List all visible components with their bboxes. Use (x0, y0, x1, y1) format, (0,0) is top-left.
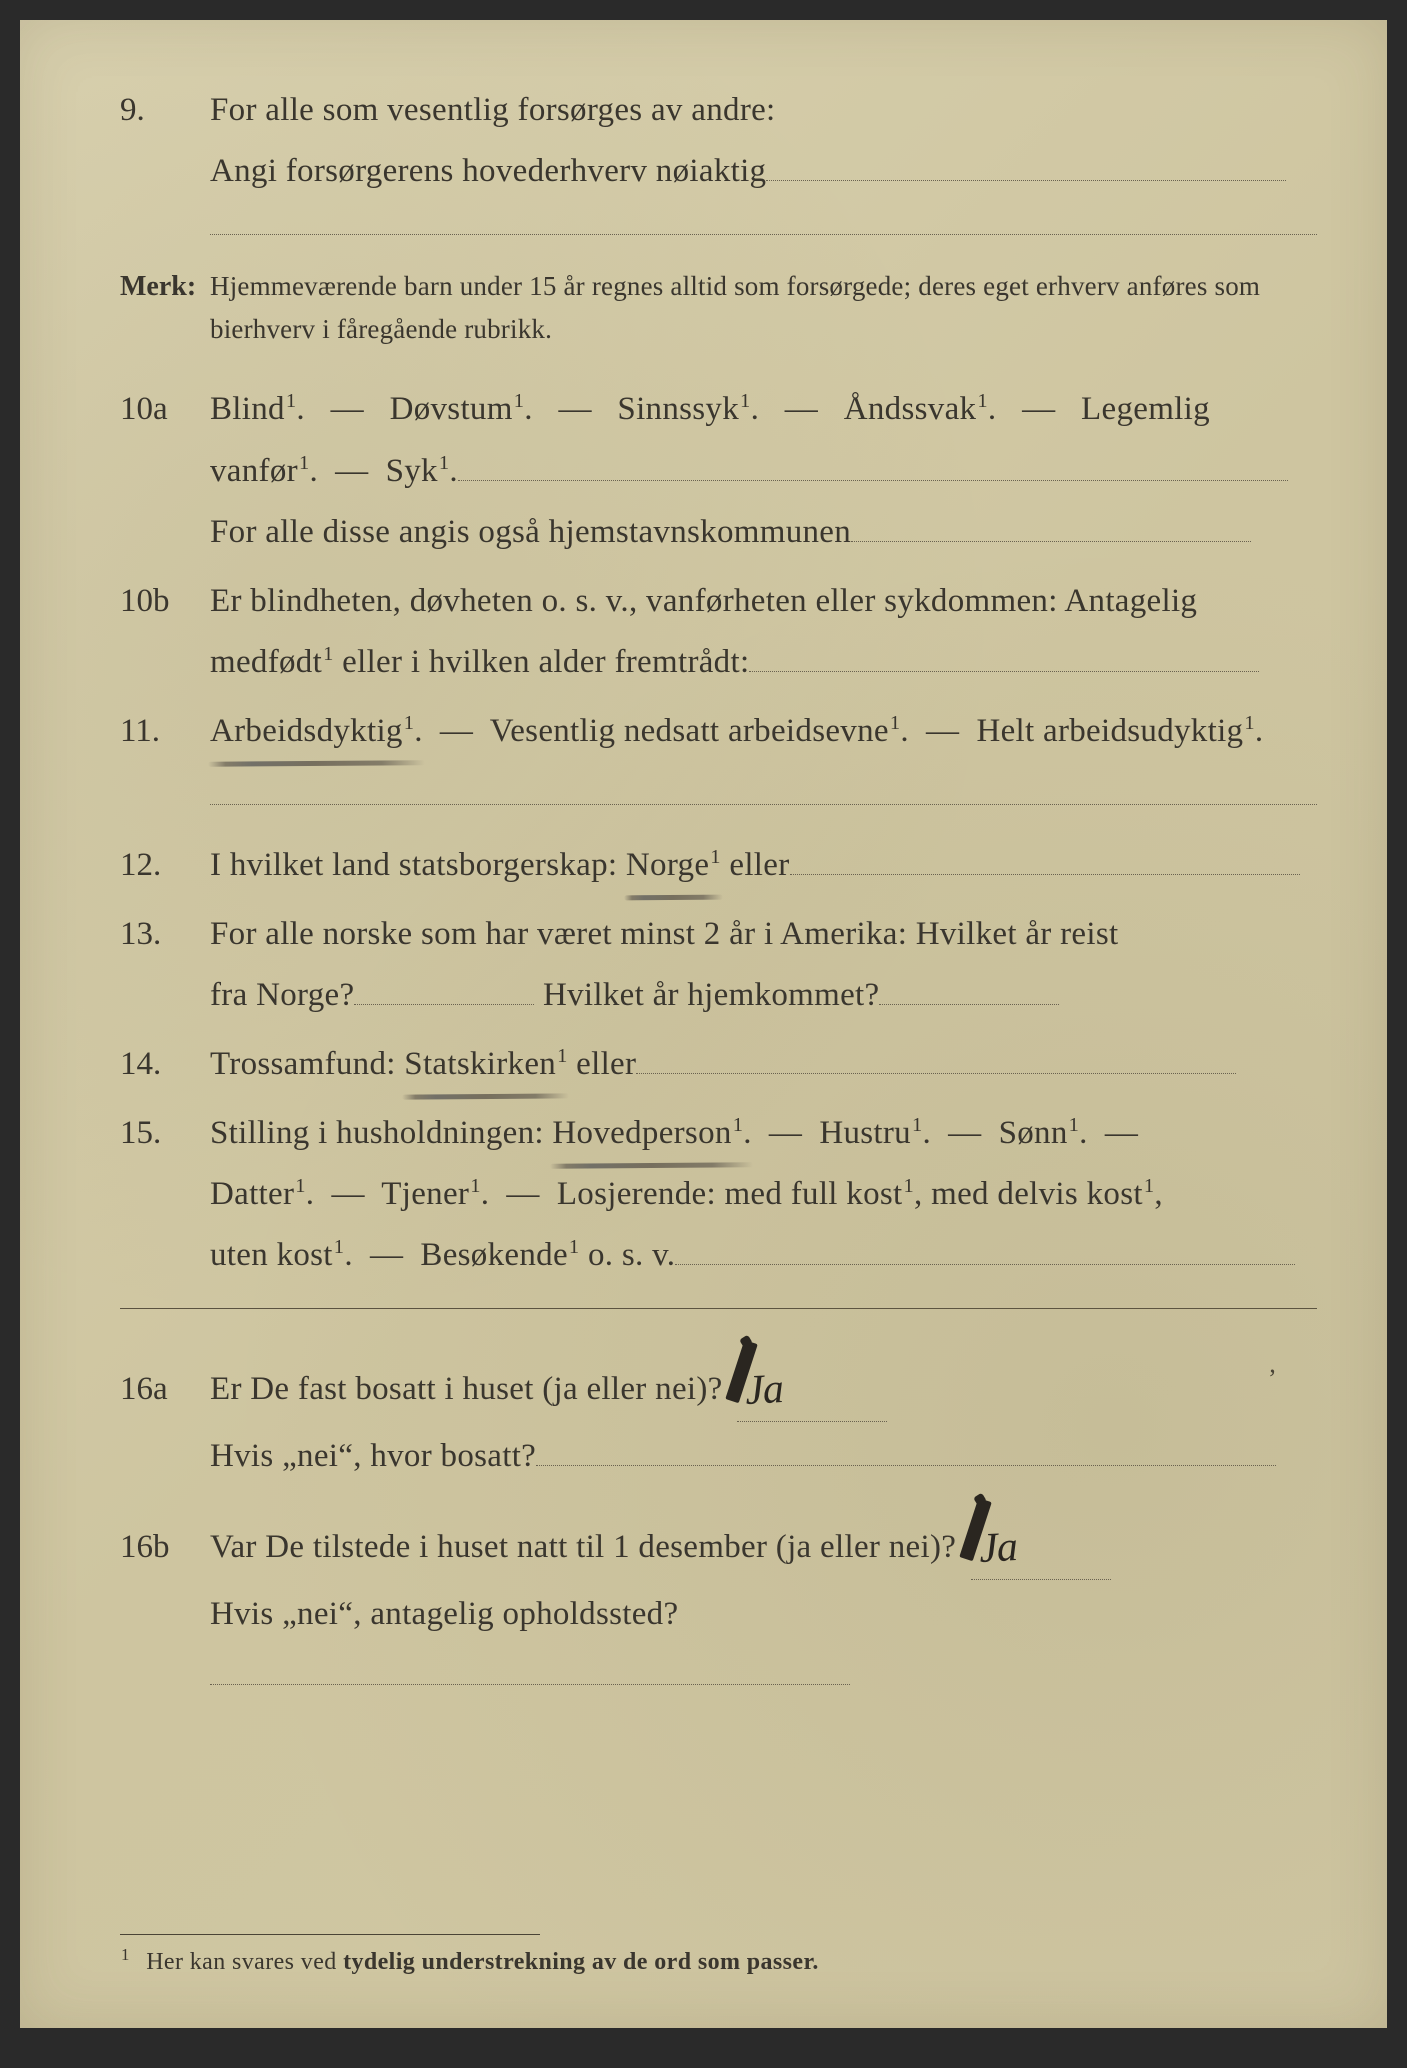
note-merk: Merk: Hjemmeværende barn under 15 år reg… (120, 265, 1317, 351)
question-16a: 16a Er De fast bosatt i huset (ja eller … (120, 1337, 1317, 1487)
footnote-text: 1 Her kan svares ved tydelig understrekn… (120, 1945, 1317, 1976)
q13-content: For alle norske som har været minst 2 år… (210, 904, 1317, 1026)
q9-content: For alle som vesentlig forsørges av andr… (210, 80, 1317, 202)
opt-legemlig: Legemlig (1081, 391, 1210, 427)
question-10a: 10a Blind1. — Døvstum1. — Sinnssyk1. — Å… (120, 379, 1317, 562)
losjerende: Losjerende: med full kost1, med delvis k… (557, 1176, 1163, 1212)
q14-content: Trossamfund: Statskirken1 eller (210, 1034, 1317, 1095)
question-14: 14. Trossamfund: Statskirken1 eller (120, 1034, 1317, 1095)
q16a-content: Er De fast bosatt i huset (ja eller nei)… (210, 1337, 1317, 1487)
fill-line[interactable] (766, 152, 1286, 181)
q16a-number: 16a (120, 1371, 210, 1408)
q14-number: 14. (120, 1046, 210, 1083)
opt-statskirken-underlined: Statskirken1 (404, 1034, 567, 1095)
fill-line[interactable] (458, 451, 1288, 480)
q15-number: 15. (120, 1115, 210, 1152)
q12-content: I hvilket land statsborgerskap: Norge1 e… (210, 835, 1317, 896)
opt-vesentlig: Vesentlig nedsatt arbeidsevne1. (490, 713, 909, 749)
q10b-content: Er blindheten, døvheten o. s. v., vanfør… (210, 571, 1317, 693)
fill-line[interactable] (675, 1236, 1295, 1265)
opt-hovedperson-underlined: Hovedperson1. (552, 1103, 751, 1164)
fill-line[interactable] (749, 643, 1259, 672)
q16b-content: Var De tilstede i huset natt til 1 desem… (210, 1495, 1317, 1706)
q10a-content: Blind1. — Døvstum1. — Sinnssyk1. — Åndss… (210, 379, 1317, 562)
opt-vanfor: vanfør1. (210, 453, 318, 489)
question-15: 15. Stilling i husholdningen: Hovedperso… (120, 1103, 1317, 1286)
q15-content: Stilling i husholdningen: Hovedperson1. … (210, 1103, 1317, 1286)
opt-dovstum: Døvstum1. (390, 391, 533, 427)
q11-content: Arbeidsdyktig1. — Vesentlig nedsatt arbe… (210, 701, 1317, 762)
census-form-page: 9. For alle som vesentlig forsørges av a… (20, 20, 1387, 2028)
opt-arbeidsdyktig-underlined: Arbeidsdyktig1. (210, 701, 423, 762)
fill-line[interactable] (354, 976, 534, 1005)
merk-text: Hjemmeværende barn under 15 år regnes al… (210, 265, 1317, 351)
fill-line-full[interactable] (210, 210, 1317, 235)
opt-sinnssyk: Sinnssyk1. (617, 391, 759, 427)
uten-kost: uten kost1. (210, 1237, 353, 1273)
besokende: Besøkende1 (420, 1237, 579, 1273)
q9-line2: Angi forsørgerens hovederhverv nøiaktig (210, 153, 766, 189)
fill-line[interactable] (210, 1656, 850, 1685)
q10b-medfodt: medfødt1 (210, 644, 334, 680)
fill-line[interactable] (851, 513, 1251, 542)
fill-line-full[interactable] (210, 780, 1317, 805)
footnote-block: 1 Her kan svares ved tydelig understrekn… (120, 1934, 1317, 1976)
fill-line[interactable] (536, 1437, 1276, 1466)
q10a-foralle: For alle disse angis også hjemstavnskomm… (210, 514, 851, 550)
q16b-answer-field[interactable]: Ja (965, 1495, 1115, 1584)
opt-syk: Syk1. (386, 453, 458, 489)
question-10b: 10b Er blindheten, døvheten o. s. v., va… (120, 571, 1317, 693)
q9-number: 9. (120, 92, 210, 129)
question-9: 9. For alle som vesentlig forsørges av a… (120, 80, 1317, 202)
fill-line[interactable] (879, 976, 1059, 1005)
opt-hustru: Hustru1. (819, 1115, 931, 1151)
q13-number: 13. (120, 916, 210, 953)
opt-sonn: Sønn1. (999, 1115, 1088, 1151)
q9-line1: For alle som vesentlig forsørges av andr… (210, 92, 776, 128)
fill-line[interactable] (790, 846, 1300, 875)
opt-blind: Blind1. (210, 391, 305, 427)
question-16b: 16b Var De tilstede i huset natt til 1 d… (120, 1495, 1317, 1706)
divider-rule (120, 1308, 1317, 1309)
q10a-number: 10a (120, 391, 210, 428)
opt-datter: Datter1. (210, 1176, 314, 1212)
question-13: 13. For alle norske som har været minst … (120, 904, 1317, 1026)
question-12: 12. I hvilket land statsborgerskap: Norg… (120, 835, 1317, 896)
opt-andssvak: Åndssvak1. (844, 391, 997, 427)
q10b-number: 10b (120, 583, 210, 620)
footnote-rule (120, 1934, 540, 1935)
fill-line[interactable] (636, 1045, 1236, 1074)
q16b-answer: Ja (977, 1509, 1019, 1589)
q16a-answer-field[interactable]: Ja (731, 1337, 891, 1426)
opt-helt: Helt arbeidsudyktig1. (976, 713, 1263, 749)
merk-label: Merk: (120, 271, 210, 303)
question-11: 11. Arbeidsdyktig1. — Vesentlig nedsatt … (120, 701, 1317, 762)
q13-line1: For alle norske som har været minst 2 år… (210, 916, 1118, 952)
stray-mark: ’ (1268, 1355, 1277, 1403)
opt-tjener: Tjener1. (381, 1176, 489, 1212)
q16b-number: 16b (120, 1529, 210, 1566)
q16a-answer: Ja (743, 1351, 785, 1431)
q12-number: 12. (120, 847, 210, 884)
q11-number: 11. (120, 713, 210, 750)
opt-norge-underlined: Norge1 (626, 835, 721, 896)
q10b-line1: Er blindheten, døvheten o. s. v., vanfør… (210, 583, 1197, 619)
